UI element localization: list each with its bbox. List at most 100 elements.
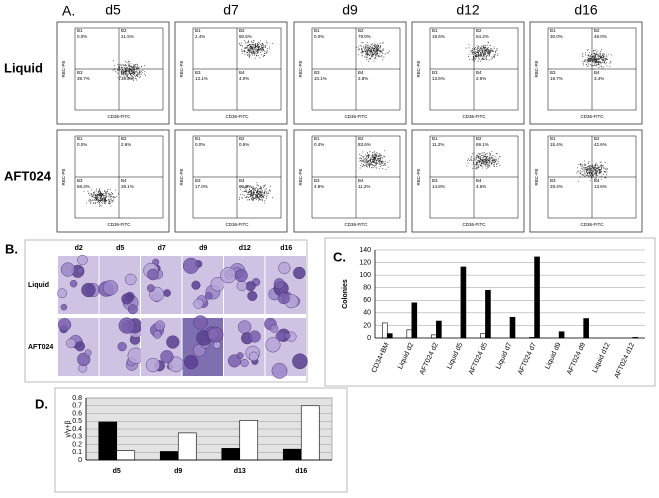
event-dot bbox=[378, 55, 380, 57]
event-dot bbox=[493, 158, 495, 160]
event-dot bbox=[386, 161, 388, 163]
event-dot bbox=[104, 197, 106, 199]
y-axis-label: RBC-PE bbox=[298, 168, 303, 185]
event-dot bbox=[247, 52, 249, 53]
event-dot bbox=[387, 166, 389, 168]
event-dot bbox=[269, 46, 270, 48]
event-dot bbox=[587, 59, 589, 61]
event-dot bbox=[580, 168, 582, 170]
event-dot bbox=[493, 158, 495, 160]
event-dot bbox=[486, 166, 488, 168]
event-dot bbox=[481, 50, 483, 52]
event-dot bbox=[128, 61, 130, 63]
event-dot bbox=[116, 195, 117, 197]
event-dot bbox=[589, 58, 591, 60]
event-dot bbox=[374, 46, 376, 48]
event-dot bbox=[141, 65, 142, 67]
event-dot bbox=[125, 70, 127, 72]
event-dot bbox=[608, 53, 610, 55]
event-dot bbox=[590, 58, 592, 60]
event-dot bbox=[266, 52, 268, 54]
event-dot bbox=[479, 60, 481, 62]
event-dot bbox=[361, 54, 363, 56]
event-dot bbox=[96, 197, 98, 199]
event-dot bbox=[481, 57, 483, 59]
event-dot bbox=[369, 166, 371, 168]
event-dot bbox=[375, 54, 377, 56]
column-header: d5 bbox=[116, 245, 124, 252]
event-dot bbox=[266, 51, 268, 53]
quadrant-percent: 0.5% bbox=[239, 142, 249, 147]
event-dot bbox=[374, 164, 376, 166]
event-dot bbox=[123, 64, 125, 66]
event-dot bbox=[471, 156, 473, 158]
event-dot bbox=[494, 52, 496, 54]
event-dot bbox=[367, 56, 369, 58]
y-tick-label: 0.1 bbox=[72, 449, 82, 456]
event-dot bbox=[109, 197, 111, 199]
event-dot bbox=[603, 60, 605, 62]
event-dot bbox=[472, 163, 474, 165]
event-dot bbox=[257, 198, 259, 200]
event-dot bbox=[590, 165, 592, 167]
event-dot bbox=[265, 46, 266, 48]
event-dot bbox=[256, 184, 258, 186]
event-dot bbox=[372, 52, 374, 54]
event-dot bbox=[370, 159, 372, 161]
event-dot bbox=[597, 64, 599, 66]
event-dot bbox=[590, 54, 592, 55]
event-dot bbox=[588, 59, 590, 61]
event-dot bbox=[109, 200, 111, 202]
event-dot bbox=[259, 49, 260, 51]
event-dot bbox=[372, 48, 374, 50]
bar bbox=[406, 329, 413, 339]
event-dot bbox=[489, 159, 491, 161]
event-dot bbox=[256, 196, 258, 197]
event-dot bbox=[480, 157, 482, 159]
event-dot bbox=[604, 168, 606, 170]
event-dot bbox=[93, 191, 95, 193]
event-dot bbox=[478, 50, 480, 51]
event-dot bbox=[595, 168, 597, 170]
event-dot bbox=[258, 47, 260, 49]
event-dot bbox=[127, 77, 129, 79]
event-dot bbox=[600, 171, 602, 173]
event-dot bbox=[475, 58, 476, 60]
event-dot bbox=[364, 56, 366, 58]
event-dot bbox=[598, 169, 600, 171]
cell bbox=[271, 362, 288, 379]
event-dot bbox=[138, 72, 140, 74]
event-dot bbox=[484, 54, 486, 56]
event-dot bbox=[378, 159, 380, 161]
event-dot bbox=[253, 186, 255, 188]
event-dot bbox=[371, 45, 373, 47]
event-dot bbox=[584, 59, 586, 61]
event-dot bbox=[365, 162, 367, 164]
event-dot bbox=[585, 163, 587, 165]
event-dot bbox=[97, 191, 99, 193]
x-axis-label: CD36-FITC bbox=[580, 114, 604, 119]
event-dot bbox=[604, 171, 606, 173]
event-dot bbox=[496, 153, 498, 155]
event-dot bbox=[262, 189, 264, 191]
cell bbox=[278, 261, 291, 275]
event-dot bbox=[485, 50, 487, 52]
event-dot bbox=[478, 58, 480, 60]
event-dot bbox=[496, 55, 498, 56]
event-dot bbox=[592, 57, 594, 59]
event-dot bbox=[484, 154, 486, 156]
event-dot bbox=[122, 64, 124, 66]
event-dot bbox=[484, 49, 486, 51]
event-dot bbox=[261, 47, 263, 49]
event-dot bbox=[589, 52, 591, 54]
event-dot bbox=[491, 49, 493, 51]
event-dot bbox=[599, 161, 601, 163]
x-tick-label: AFT024 d5 bbox=[468, 342, 489, 376]
event-dot bbox=[253, 190, 255, 192]
event-dot bbox=[113, 60, 114, 62]
event-dot bbox=[269, 48, 271, 50]
cell bbox=[283, 332, 291, 340]
event-dot bbox=[102, 194, 104, 196]
event-dot bbox=[478, 56, 480, 58]
quadrant-name: B1 bbox=[550, 28, 556, 33]
